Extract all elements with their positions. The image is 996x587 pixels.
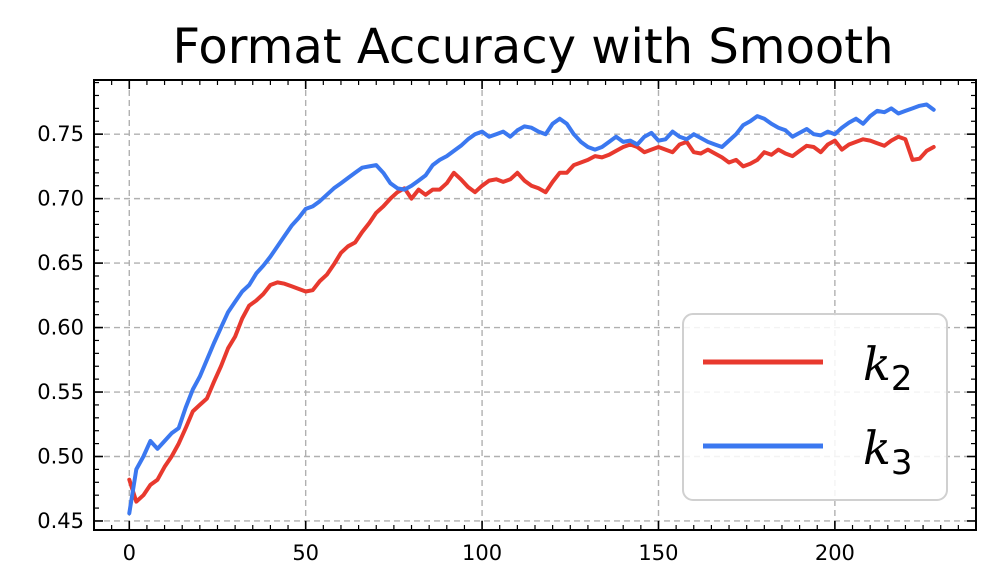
- legend-label-subscript: 3: [891, 443, 913, 483]
- x-tick-label: 150: [638, 541, 678, 565]
- legend-label-base: k: [863, 337, 891, 391]
- y-tick-label: 0.70: [37, 187, 84, 211]
- x-tick-label: 200: [815, 541, 855, 565]
- legend-label-subscript: 2: [891, 359, 913, 399]
- x-tick-label: 50: [292, 541, 319, 565]
- legend-label: k3: [863, 421, 913, 483]
- x-tick-label: 0: [123, 541, 136, 565]
- y-tick-label: 0.65: [37, 251, 84, 275]
- axes: 0 50 100 150 200 0.45 0.50 0.55 0.60 0.65 0.70 0.75: [37, 79, 977, 565]
- legend-label: k2: [863, 337, 913, 399]
- y-tick-label: 0.45: [37, 509, 84, 533]
- chart-title: Format Accuracy with Smooth: [172, 19, 893, 75]
- plot-area: [127, 102, 936, 516]
- series-line-k2: [127, 134, 936, 504]
- y-tick-label: 0.50: [37, 445, 84, 469]
- y-tick-label: 0.55: [37, 380, 84, 404]
- legend-label-base: k: [863, 421, 891, 475]
- y-tick-label: 0.75: [37, 122, 84, 146]
- x-tick-label: 100: [462, 541, 502, 565]
- series-line-k3: [127, 102, 936, 516]
- y-tick-label: 0.60: [37, 316, 84, 340]
